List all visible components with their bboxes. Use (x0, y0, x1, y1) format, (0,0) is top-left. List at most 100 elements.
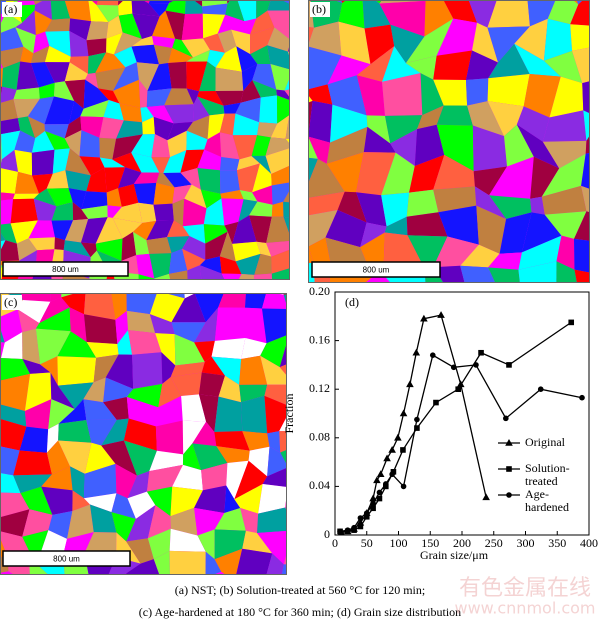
grain (46, 423, 59, 453)
grain (114, 46, 137, 68)
grain (433, 50, 473, 81)
grain (153, 116, 174, 141)
grain (270, 64, 290, 91)
grain (202, 3, 228, 15)
grain (197, 96, 225, 116)
marker (433, 399, 439, 406)
grain (0, 373, 31, 412)
grain (119, 103, 143, 123)
grain (50, 0, 71, 20)
marker (503, 415, 509, 422)
grain (327, 55, 371, 85)
marker (376, 470, 385, 478)
grain (433, 236, 479, 268)
grain (256, 0, 271, 19)
grain (240, 508, 259, 533)
marker (414, 425, 420, 431)
grain (112, 134, 143, 160)
grain (194, 340, 215, 363)
grain (262, 467, 287, 487)
grain (106, 188, 122, 207)
grain (379, 0, 426, 37)
grain (547, 0, 579, 25)
x-tick-label: 150 (421, 536, 439, 550)
grain (472, 125, 508, 172)
x-axis-label: Grain size/μm (420, 548, 489, 562)
grain (83, 377, 106, 403)
grain (128, 330, 162, 355)
grain (0, 231, 6, 242)
grain (285, 115, 290, 140)
grain (487, 73, 530, 107)
grain (257, 122, 278, 138)
grain (46, 440, 71, 475)
grain (240, 80, 261, 103)
grain (140, 107, 154, 123)
grain (131, 35, 154, 47)
grain (242, 431, 270, 451)
grain (267, 0, 290, 11)
grain (167, 121, 193, 141)
grain (95, 238, 123, 261)
grain (112, 217, 143, 239)
marker (537, 386, 544, 393)
grain (1, 61, 21, 90)
grain (224, 485, 241, 513)
grain (79, 130, 100, 158)
grain (90, 0, 98, 5)
x-tick-label: 100 (390, 536, 408, 550)
grain (518, 261, 557, 283)
grain (530, 196, 545, 215)
grain (83, 79, 109, 109)
grain (215, 46, 242, 72)
grain (35, 328, 71, 365)
grain (67, 504, 94, 539)
grain (187, 265, 202, 280)
grain (169, 550, 206, 575)
grain (0, 192, 15, 201)
grain (46, 170, 69, 189)
grain (103, 396, 129, 420)
grain (184, 293, 195, 299)
grain (88, 0, 109, 23)
grain (283, 189, 290, 203)
grain (201, 356, 225, 376)
grain (133, 231, 150, 256)
grain (381, 152, 415, 196)
grain (556, 235, 575, 270)
grain (241, 337, 267, 360)
grain (118, 167, 142, 189)
grain (487, 101, 524, 137)
grain (360, 222, 387, 248)
grain (22, 328, 41, 365)
grain (204, 132, 222, 158)
grain (488, 267, 520, 283)
grain (265, 147, 290, 175)
watermark: www.cnnmol.com (454, 599, 595, 618)
grain (225, 0, 245, 22)
grain (142, 116, 155, 135)
grain (155, 333, 176, 366)
grain (107, 205, 122, 218)
grain (83, 293, 116, 320)
grain (252, 163, 272, 193)
grain (69, 18, 92, 41)
grain (200, 189, 222, 209)
chart: 0 50 100 150 200 250 300 350 400 0 0.04 0.08 0.12 0.1… (282, 284, 598, 562)
grain (543, 18, 573, 61)
grain (125, 559, 160, 575)
grain (0, 86, 17, 103)
grain (267, 446, 287, 477)
grain (308, 21, 342, 56)
grain (118, 0, 133, 16)
legend-marker (506, 492, 512, 498)
grain (289, 160, 290, 167)
grain (20, 486, 53, 515)
grain (308, 158, 345, 198)
grain (250, 10, 275, 35)
grain (86, 21, 109, 41)
grain (203, 198, 225, 226)
grain (407, 235, 448, 270)
marker (450, 364, 457, 371)
grain (170, 507, 198, 536)
